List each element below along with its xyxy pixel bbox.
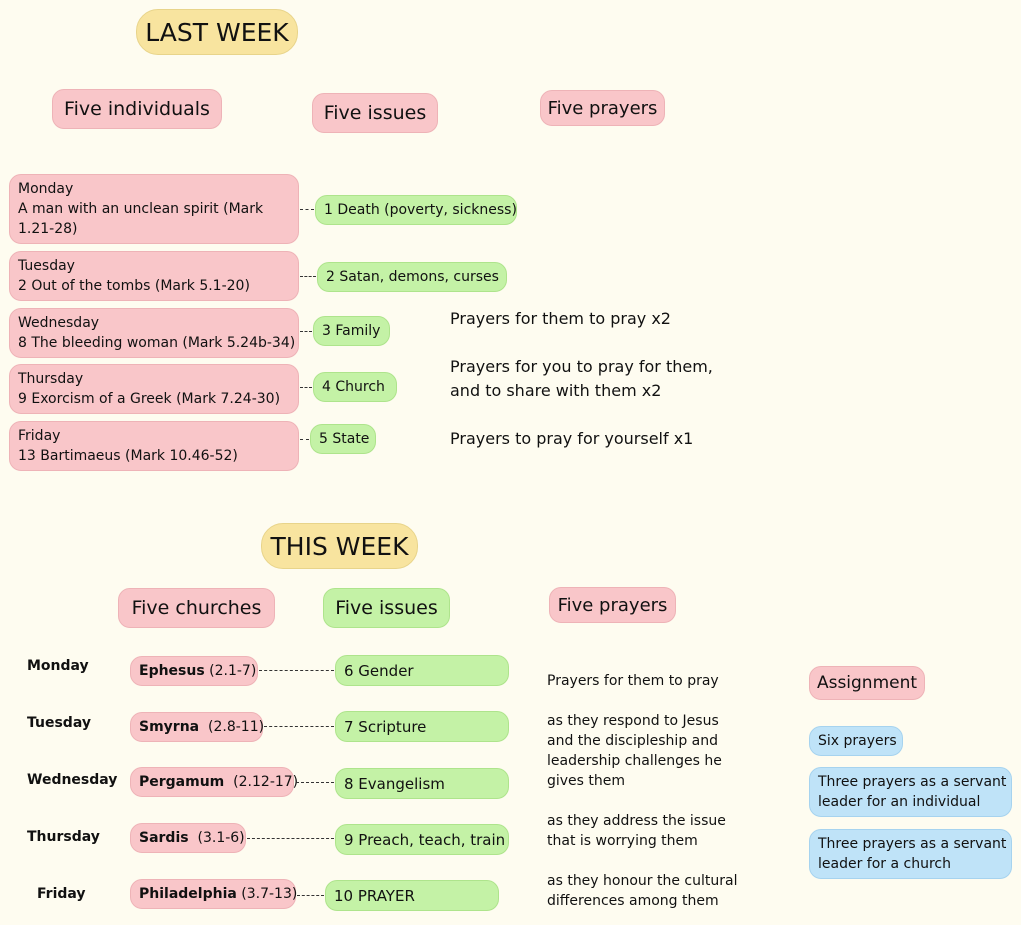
header-five-churches: Five churches: [118, 588, 275, 628]
text-line: as they address the issue: [547, 813, 726, 829]
church-pill-philadelphia: Philadelphia (3.7-13): [130, 879, 298, 909]
this-week-prayer-text-3: as they address the issue that is worryi…: [547, 811, 726, 851]
church-name: Philadelphia: [139, 886, 237, 902]
text-line: and the discipleship and: [547, 733, 718, 749]
this-week-title: THIS WEEK: [261, 523, 418, 569]
connector: [300, 439, 309, 440]
issue-pill-1: 1 Death (poverty, sickness): [315, 195, 517, 225]
header-five-prayers: Five prayers: [540, 90, 665, 126]
day-label-wednesday: Wednesday: [27, 772, 118, 788]
day-label: Thursday: [18, 371, 84, 387]
connector: [300, 387, 312, 388]
text-line: leader for an individual: [818, 794, 981, 810]
church-name: Pergamum: [139, 774, 225, 790]
prayer-text-2a: Prayers for you to pray for them,: [450, 357, 713, 376]
day-label-friday: Friday: [37, 886, 86, 902]
this-week-prayer-text-2: as they respond to Jesus and the discipl…: [547, 711, 722, 791]
church-name: Smyrna: [139, 719, 200, 735]
text-line: Three prayers as a servant: [818, 836, 1007, 852]
issue-pill-2: 2 Satan, demons, curses: [317, 262, 507, 292]
individual-card-monday: Monday A man with an unclean spirit (Mar…: [9, 174, 299, 244]
church-ref: (3.1-6): [188, 830, 245, 846]
issue-pill-8: 8 Evangelism: [335, 768, 509, 799]
header-five-issues: Five issues: [312, 93, 438, 133]
text-line: that is worrying them: [547, 833, 698, 849]
header-five-prayers-this-week: Five prayers: [549, 587, 676, 623]
church-pill-pergamum: Pergamum (2.12-17): [130, 767, 298, 797]
text-line: leadership challenges he: [547, 753, 722, 769]
header-assignment: Assignment: [809, 666, 925, 700]
day-label: Wednesday: [18, 315, 100, 331]
prayer-text-3: Prayers to pray for yourself x1: [450, 429, 694, 448]
assignment-church: Three prayers as a servant leader for a …: [809, 829, 1012, 879]
issue-pill-3: 3 Family: [313, 316, 390, 346]
issue-pill-9: 9 Preach, teach, train: [335, 824, 509, 855]
text-line: gives them: [547, 773, 626, 789]
last-week-title: LAST WEEK: [136, 9, 298, 55]
connector: [297, 895, 324, 896]
individual-text: 8 The bleeding woman (Mark 5.24b-34): [18, 335, 296, 351]
prayer-text-2b: and to share with them x2: [450, 381, 662, 400]
individual-text: 9 Exorcism of a Greek (Mark 7.24-30): [18, 391, 281, 407]
individual-card-thursday: Thursday 9 Exorcism of a Greek (Mark 7.2…: [9, 364, 299, 414]
text-line: as they respond to Jesus: [547, 713, 719, 729]
individual-text: A man with an unclean spirit (Mark: [18, 201, 264, 217]
text-line: as they honour the cultural: [547, 873, 738, 889]
church-name: Ephesus: [139, 663, 205, 679]
connector: [259, 670, 334, 671]
individual-text-cont: 1.21-28): [18, 221, 78, 237]
issue-pill-10: 10 PRAYER: [325, 880, 499, 911]
text-line: leader for a church: [818, 856, 951, 872]
day-label: Tuesday: [18, 258, 75, 274]
church-pill-smyrna: Smyrna (2.8-11): [130, 712, 265, 742]
individual-card-tuesday: Tuesday 2 Out of the tombs (Mark 5.1-20): [9, 251, 299, 301]
church-ref: (2.1-7): [204, 663, 257, 679]
issue-pill-7: 7 Scripture: [335, 711, 509, 742]
church-ref: (3.7-13): [236, 886, 298, 902]
church-name: Sardis: [139, 830, 189, 846]
individual-text: 2 Out of the tombs (Mark 5.1-20): [18, 278, 250, 294]
connector: [300, 331, 312, 332]
issue-pill-5: 5 State: [310, 424, 376, 454]
issue-pill-4: 4 Church: [313, 372, 397, 402]
church-pill-ephesus: Ephesus (2.1-7): [130, 656, 258, 686]
connector: [300, 209, 314, 210]
day-label: Friday: [18, 428, 61, 444]
this-week-prayer-text-1: Prayers for them to pray: [547, 673, 719, 689]
connector: [296, 782, 334, 783]
connector: [264, 726, 334, 727]
day-label-tuesday: Tuesday: [27, 715, 91, 731]
connector: [300, 276, 316, 277]
prayer-text-1: Prayers for them to pray x2: [450, 309, 671, 328]
individual-card-friday: Friday 13 Bartimaeus (Mark 10.46-52): [9, 421, 299, 471]
church-ref: (2.8-11): [199, 719, 265, 735]
text-line: differences among them: [547, 893, 719, 909]
day-label-monday: Monday: [27, 658, 89, 674]
connector: [247, 838, 334, 839]
assignment-individual: Three prayers as a servant leader for an…: [809, 767, 1012, 817]
church-pill-sardis: Sardis (3.1-6): [130, 823, 246, 853]
this-week-prayer-text-4: as they honour the cultural differences …: [547, 871, 737, 911]
header-five-issues-this-week: Five issues: [323, 588, 450, 628]
day-label: Monday: [18, 181, 74, 197]
header-five-individuals: Five individuals: [52, 89, 222, 129]
individual-card-wednesday: Wednesday 8 The bleeding woman (Mark 5.2…: [9, 308, 299, 358]
issue-pill-6: 6 Gender: [335, 655, 509, 686]
assignment-six-prayers: Six prayers: [809, 726, 903, 756]
individual-text: 13 Bartimaeus (Mark 10.46-52): [18, 448, 238, 464]
church-ref: (2.12-17): [224, 774, 299, 790]
day-label-thursday: Thursday: [27, 829, 100, 845]
text-line: Three prayers as a servant: [818, 774, 1007, 790]
